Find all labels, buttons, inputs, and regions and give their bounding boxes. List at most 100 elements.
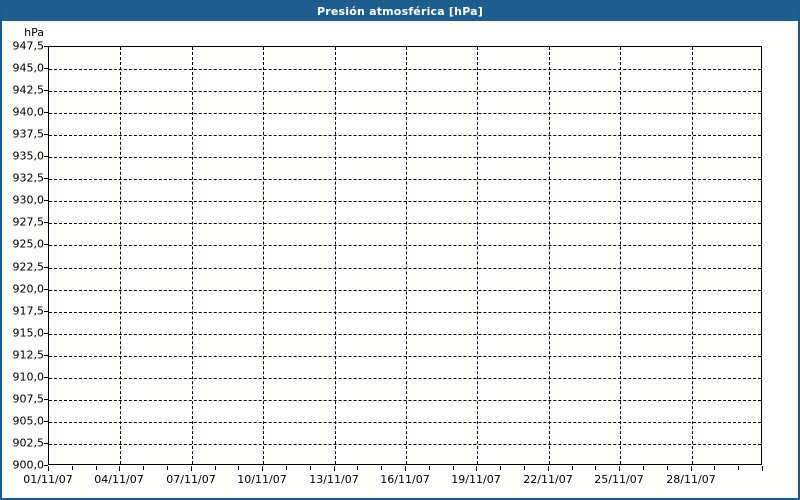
gridline-horizontal [49,422,761,423]
y-axis-tick-label: 932,5 [12,171,45,185]
gridline-horizontal [49,91,761,92]
x-axis-tick [572,466,573,470]
y-axis-tick-label: 915,0 [12,326,45,340]
y-axis-tick [44,399,48,400]
gridline-horizontal [49,157,761,158]
x-axis-tick [762,466,763,471]
y-axis-tick-label: 925,0 [12,237,45,251]
x-axis-tick [119,466,120,471]
y-axis-tick [44,443,48,444]
y-axis-tick [44,178,48,179]
y-axis-tick [44,333,48,334]
x-axis-tick [429,466,430,470]
gridline-vertical [192,47,193,464]
y-axis-tick-label: 912,5 [12,348,45,362]
y-axis-tick-label: 945,0 [12,61,45,75]
window-titlebar: Presión atmosférica [hPa] [2,2,798,21]
y-axis-tick-label: 907,5 [12,392,45,406]
chart-canvas: hPa 947,5 945,0 942,5 940,0 937,5 935,0 932,5 9… [2,21,798,498]
x-axis-tick [476,466,477,471]
y-axis-tick-label: 902,5 [12,436,45,450]
y-axis-tick-label: 920,0 [12,282,45,296]
y-axis-tick [44,200,48,201]
y-axis-tick [44,377,48,378]
y-axis-tick-label: 947,5 [12,39,45,53]
y-axis-tick [44,267,48,268]
gridline-horizontal [49,290,761,291]
y-axis-tick [44,289,48,290]
x-axis-tick [357,466,358,470]
gridline-horizontal [49,245,761,246]
plot-area [48,46,762,465]
y-axis-tick-label: 935,0 [12,149,45,163]
y-axis-tick-label: 942,5 [12,83,45,97]
x-axis-tick [738,466,739,470]
gridline-horizontal [49,268,761,269]
y-axis-tick [44,355,48,356]
gridline-horizontal [49,444,761,445]
x-axis-tick [381,466,382,470]
y-axis-tick [44,46,48,47]
y-axis-tick-label: 927,5 [12,215,45,229]
x-axis-tick [286,466,287,470]
y-axis-tick [44,112,48,113]
y-axis-tick-label: 922,5 [12,260,45,274]
y-axis-tick-label: 930,0 [12,193,45,207]
y-axis-tick [44,134,48,135]
y-axis-unit-label: hPa [24,26,44,39]
gridline-vertical [549,47,550,464]
y-axis-tick [44,311,48,312]
gridline-horizontal [49,223,761,224]
gridline-vertical [120,47,121,464]
y-axis-tick [44,90,48,91]
gridline-horizontal [49,179,761,180]
gridline-vertical [263,47,264,464]
x-axis-tick [643,466,644,470]
y-axis-tick-label: 910,0 [12,370,45,384]
vertical-gridlines [49,47,761,464]
x-axis-tick [691,466,692,471]
gridline-horizontal [49,400,761,401]
x-axis-tick [500,466,501,470]
x-axis-tick-label: 28/11/07 [666,473,716,486]
gridline-vertical [335,47,336,464]
page-title: Presión atmosférica [hPa] [316,5,484,18]
x-axis-tick-label: 07/11/07 [166,473,216,486]
x-axis-tick [595,466,596,470]
x-axis-tick [619,466,620,471]
x-axis-tick [667,466,668,470]
x-axis-tick [262,466,263,471]
x-axis-tick-label: 10/11/07 [237,473,287,486]
gridline-horizontal [49,334,761,335]
x-axis-tick-label: 01/11/07 [23,473,73,486]
gridline-horizontal [49,113,761,114]
x-axis-tick [238,466,239,470]
x-axis-tick-label: 25/11/07 [594,473,644,486]
gridline-vertical [692,47,693,464]
x-axis-tick [310,466,311,470]
gridline-horizontal [49,135,761,136]
gridline-horizontal [49,356,761,357]
y-axis-tick-label: 905,0 [12,414,45,428]
horizontal-gridlines [49,47,761,464]
gridline-horizontal [49,69,761,70]
x-axis-tick [191,466,192,471]
x-axis-tick-label: 16/11/07 [380,473,430,486]
gridline-horizontal [49,378,761,379]
x-axis-tick [215,466,216,470]
x-axis-tick [143,466,144,470]
gridline-vertical [477,47,478,464]
gridline-vertical [406,47,407,464]
x-axis-tick [96,466,97,470]
x-axis-tick [524,466,525,470]
x-axis-tick [334,466,335,471]
x-axis-tick-label: 22/11/07 [523,473,573,486]
y-axis-tick [44,244,48,245]
y-axis-tick-label: 940,0 [12,105,45,119]
gridline-horizontal [49,312,761,313]
x-axis-tick [167,466,168,470]
y-axis-tick [44,156,48,157]
y-axis-tick [44,68,48,69]
y-axis-tick [44,465,48,466]
